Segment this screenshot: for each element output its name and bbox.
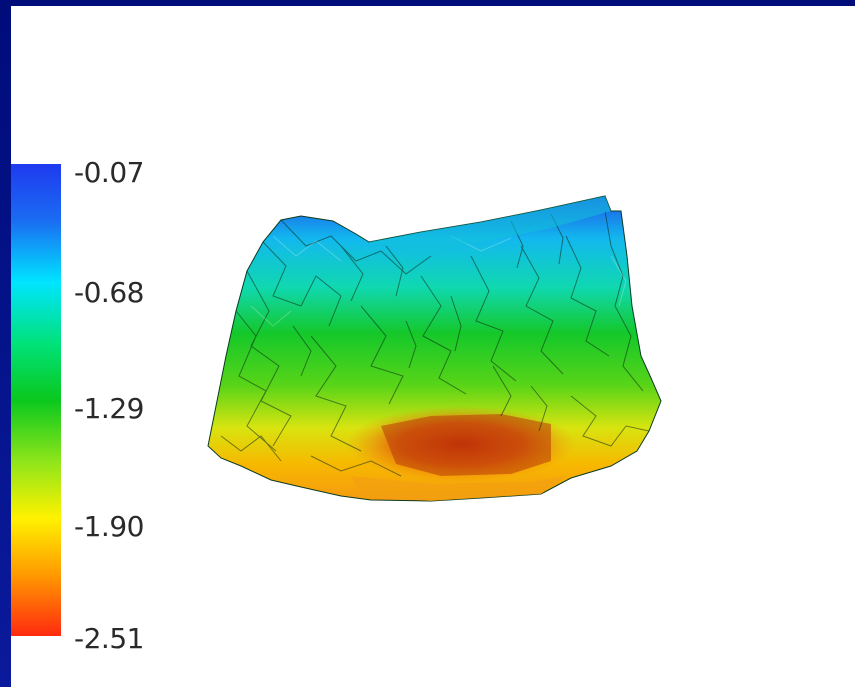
mesh-highlights <box>250 235 627 327</box>
render-viewport[interactable]: -0.07 -0.68 -1.29 -1.90 -2.51 <box>11 6 855 687</box>
scale-tick-3: -1.29 <box>74 392 144 425</box>
window-frame-left <box>0 0 11 687</box>
mesh-facets <box>220 210 650 477</box>
scale-tick-bottom: -2.51 <box>74 622 144 655</box>
window-frame-top <box>0 0 855 6</box>
scale-tick-top: -0.07 <box>74 156 144 189</box>
scale-tick-2: -0.68 <box>74 276 144 309</box>
color-scale-bar <box>11 164 61 636</box>
scale-tick-4: -1.90 <box>74 510 144 543</box>
3d-surface-render[interactable] <box>11 6 855 687</box>
